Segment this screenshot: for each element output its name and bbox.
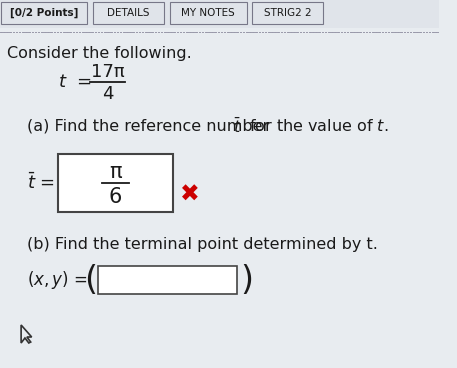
Text: for the value of $t$.: for the value of $t$.: [244, 118, 388, 134]
Text: π: π: [109, 162, 122, 182]
Text: [0/2 Points]: [0/2 Points]: [10, 8, 78, 18]
Text: (a) Find the reference number: (a) Find the reference number: [27, 118, 274, 134]
Text: $t$  =: $t$ =: [58, 73, 91, 91]
Text: ): ): [240, 265, 253, 297]
FancyBboxPatch shape: [170, 2, 247, 24]
FancyBboxPatch shape: [0, 0, 439, 28]
Text: 17π: 17π: [90, 63, 124, 81]
Text: $\bar{t}$: $\bar{t}$: [233, 116, 242, 135]
Text: STRIG2 2: STRIG2 2: [264, 8, 312, 18]
FancyBboxPatch shape: [252, 2, 324, 24]
Text: $\bar{t}$ =: $\bar{t}$ =: [27, 173, 55, 193]
Text: $(x, y)$ =: $(x, y)$ =: [27, 269, 87, 291]
Text: ✖: ✖: [181, 183, 200, 207]
Text: (b) Find the terminal point determined by t.: (b) Find the terminal point determined b…: [27, 237, 378, 251]
Text: 4: 4: [102, 85, 113, 103]
Text: 6: 6: [108, 187, 122, 207]
Text: (: (: [85, 265, 97, 297]
FancyBboxPatch shape: [1, 2, 87, 24]
Text: MY NOTES: MY NOTES: [181, 8, 235, 18]
FancyBboxPatch shape: [98, 266, 237, 294]
FancyBboxPatch shape: [58, 154, 173, 212]
FancyBboxPatch shape: [93, 2, 164, 24]
Text: DETAILS: DETAILS: [107, 8, 150, 18]
Text: Consider the following.: Consider the following.: [7, 46, 191, 61]
